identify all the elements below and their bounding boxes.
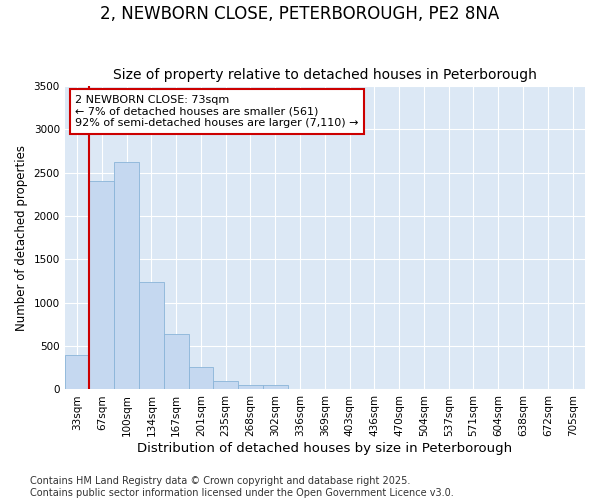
Bar (238, 384, 263, 390)
Bar (89, 182, 114, 390)
Bar (114, 162, 139, 390)
Y-axis label: Number of detached properties: Number of detached properties (15, 144, 28, 330)
Bar (188, 367, 214, 390)
Title: Size of property relative to detached houses in Peterborough: Size of property relative to detached ho… (113, 68, 537, 82)
Text: 2 NEWBORN CLOSE: 73sqm
← 7% of detached houses are smaller (561)
92% of semi-det: 2 NEWBORN CLOSE: 73sqm ← 7% of detached … (75, 95, 359, 128)
Text: 2, NEWBORN CLOSE, PETERBOROUGH, PE2 8NA: 2, NEWBORN CLOSE, PETERBOROUGH, PE2 8NA (100, 5, 500, 23)
Bar (263, 384, 287, 390)
Bar (164, 334, 188, 390)
X-axis label: Distribution of detached houses by size in Peterborough: Distribution of detached houses by size … (137, 442, 512, 455)
Text: Contains HM Land Registry data © Crown copyright and database right 2025.
Contai: Contains HM Land Registry data © Crown c… (30, 476, 454, 498)
Bar (139, 282, 164, 390)
Bar (214, 381, 238, 390)
Bar (65, 355, 89, 390)
